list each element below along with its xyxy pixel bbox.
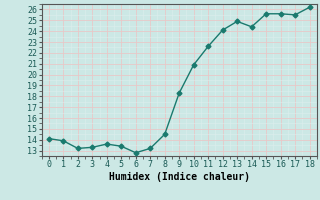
X-axis label: Humidex (Indice chaleur): Humidex (Indice chaleur) (109, 172, 250, 182)
